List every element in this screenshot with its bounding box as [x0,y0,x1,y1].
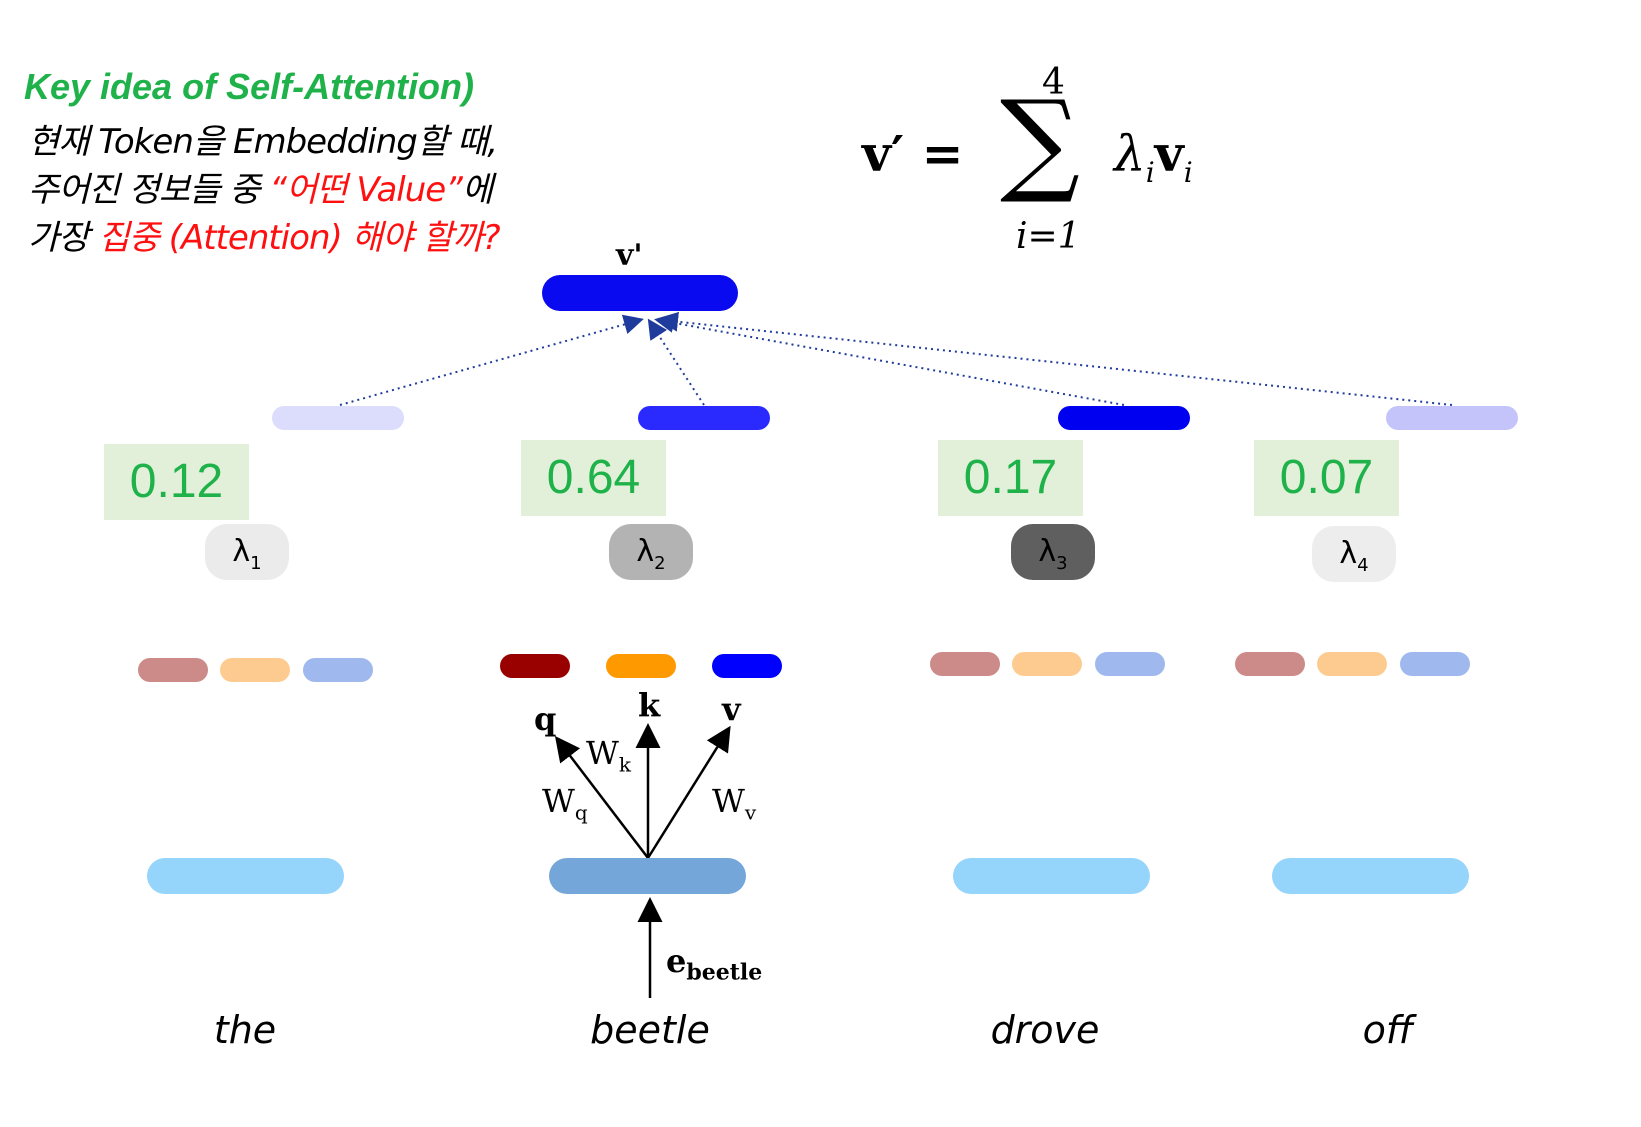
heading-title: Key idea of Self-Attention) [24,66,475,107]
highlight-attention: 집중 [98,218,160,258]
weighted-value-off [1386,406,1518,430]
word-drove: drove [990,1008,1100,1052]
embedding-drove [953,858,1150,894]
label-wq: Wq [542,782,588,825]
score-box-the: 0.12 [104,444,249,520]
key-vector-drove [1012,652,1082,676]
value-vector-beetle [712,654,782,678]
heading-line-2: 주어진 정보들 중 “어떤 Value”에 [28,170,493,210]
output-vector [542,275,738,311]
weighted-sum-arrows [339,311,1453,406]
label-q: q [534,700,557,738]
formula-term: λivi [1114,124,1193,189]
query-vector-beetle [500,654,570,678]
label-k: k [638,686,661,724]
score-box-beetle: 0.64 [521,440,666,516]
output-label: v' [616,238,643,273]
arrow-from-the [339,314,644,406]
key-vector-the [220,658,290,682]
score-box-off: 0.07 [1254,440,1399,516]
query-vector-the [138,658,208,682]
embedding-the [147,858,344,894]
lambda-3: λ3 [1011,524,1095,580]
value-vector-drove [1095,652,1165,676]
projection-arrows [554,723,731,998]
label-embedding: ebeetle [666,942,763,986]
highlight-value: “어떤 Value” [269,170,462,210]
formula-lhs: v′ = [862,124,964,183]
label-wv: Wv [712,782,757,825]
value-vector-the [303,658,373,682]
arrow-from-beetle [647,318,705,406]
lambda-4: λ4 [1312,526,1396,582]
weighted-value-drove [1058,406,1190,430]
weighted-value-the [272,406,404,430]
arrow-from-drove [654,313,1125,406]
arrow-v [646,725,731,859]
formula-lower: i=1 [1016,216,1081,257]
lambda-2: λ2 [609,524,693,580]
formula-upper: 4 [1042,62,1065,103]
query-vector-drove [930,652,1000,676]
word-the: the [213,1008,277,1052]
formula-sigma: ∑ [1000,77,1080,207]
embedding-off [1272,858,1469,894]
weighted-value-beetle [638,406,770,430]
query-vector-off [1235,652,1305,676]
arrow-q [554,736,649,859]
label-wk: Wk [586,734,632,777]
word-beetle: beetle [590,1008,710,1052]
lambda-1: λ1 [205,524,289,580]
heading-line-3: 가장 집중 (Attention) 해야 할까? [28,218,501,258]
key-vector-off [1317,652,1387,676]
label-v: v [722,690,741,728]
embedding-beetle [549,858,746,894]
key-vector-beetle [606,654,676,678]
value-vector-off [1400,652,1470,676]
score-box-drove: 0.17 [938,440,1083,516]
word-off: off [1362,1008,1414,1052]
heading-line-1: 현재 Token을 Embedding할 때, [28,122,498,162]
arrow-from-off [658,311,1453,406]
